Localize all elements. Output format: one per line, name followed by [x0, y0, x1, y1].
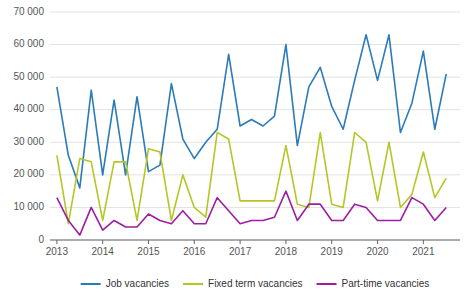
y-tick-label: 50 000: [13, 71, 44, 82]
legend-item: Job vacancies: [81, 278, 169, 289]
x-tick: [423, 240, 424, 244]
legend-label: Job vacancies: [106, 278, 169, 289]
grid-line: [50, 44, 460, 45]
series-line: [57, 35, 446, 188]
x-tick: [194, 240, 195, 244]
x-tick-label: 2020: [366, 246, 389, 257]
x-tick-label: 2019: [321, 246, 344, 257]
legend-item: Fixed term vacancies: [183, 278, 302, 289]
series-line: [57, 191, 446, 235]
chart: 0 10 000 20 000 30 000 40 000 50 000 60 000 70 …: [0, 0, 472, 302]
x-tick: [240, 240, 241, 244]
y-tick-label: 10 000: [13, 201, 44, 212]
x-tick-label: 2013: [46, 246, 69, 257]
grid-line: [50, 207, 460, 208]
x-tick: [331, 240, 332, 244]
y-tick-label: 20 000: [13, 168, 44, 179]
grid-line: [50, 12, 460, 13]
x-tick-label: 2018: [275, 246, 298, 257]
series-line: [57, 133, 446, 224]
y-tick-label: 30 000: [13, 136, 44, 147]
x-tick-label: 2021: [412, 246, 435, 257]
legend-label: Part-time vacancies: [342, 278, 430, 289]
y-tick-label: 70 000: [13, 6, 44, 17]
y-axis: 0 10 000 20 000 30 000 40 000 50 000 60 000 70 …: [13, 6, 460, 245]
x-tick-label: 2017: [229, 246, 252, 257]
x-tick: [102, 240, 103, 244]
grid-line: [50, 240, 460, 241]
legend-item: Part-time vacancies: [317, 278, 430, 289]
lines: [57, 35, 446, 235]
x-tick-label: 2015: [137, 246, 160, 257]
legend: Job vacancies Fixed term vacancies Part-ti…: [81, 278, 430, 289]
x-tick: [148, 240, 149, 244]
x-tick-label: 2014: [92, 246, 115, 257]
legend-label: Fixed term vacancies: [208, 278, 302, 289]
grid-line: [50, 142, 460, 143]
legend-swatch: [183, 283, 203, 285]
legend-swatch: [81, 283, 101, 285]
x-tick: [285, 240, 286, 244]
x-tick-label: 2016: [183, 246, 206, 257]
x-tick: [56, 240, 57, 244]
legend-swatch: [317, 283, 337, 285]
x-tick: [377, 240, 378, 244]
grid-line: [50, 77, 460, 78]
y-tick-label: 60 000: [13, 38, 44, 49]
x-axis-line: [50, 240, 460, 241]
y-tick-label: 40 000: [13, 103, 44, 114]
y-tick-label: 0: [38, 234, 44, 245]
x-axis: 2013 2014 2015 2016 2017 2018 2019 2020 2021: [46, 240, 460, 257]
